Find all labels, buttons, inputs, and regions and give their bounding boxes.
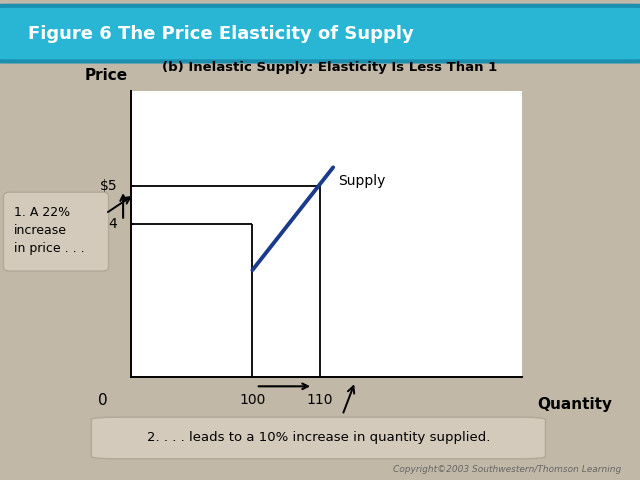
Text: 2. . . . leads to a 10% increase in quantity supplied.: 2. . . . leads to a 10% increase in quan… — [147, 432, 490, 444]
FancyBboxPatch shape — [3, 192, 109, 271]
Text: 1. A 22%
increase
in price . . .: 1. A 22% increase in price . . . — [14, 205, 85, 254]
Text: Supply: Supply — [339, 174, 386, 188]
FancyBboxPatch shape — [92, 417, 545, 459]
FancyBboxPatch shape — [0, 6, 640, 61]
Text: Price: Price — [84, 68, 127, 83]
Text: (b) Inelastic Supply: Elasticity Is Less Than 1: (b) Inelastic Supply: Elasticity Is Less… — [162, 61, 497, 74]
Text: Quantity: Quantity — [537, 397, 612, 412]
Text: 100: 100 — [239, 393, 266, 407]
Text: $5: $5 — [100, 180, 118, 193]
Text: Copyright©2003 Southwestern/Thomson Learning: Copyright©2003 Southwestern/Thomson Lear… — [392, 465, 621, 474]
Text: 4: 4 — [109, 217, 118, 231]
Text: 110: 110 — [307, 393, 333, 407]
Text: 0: 0 — [98, 393, 108, 408]
Text: Figure 6 The Price Elasticity of Supply: Figure 6 The Price Elasticity of Supply — [28, 24, 414, 43]
